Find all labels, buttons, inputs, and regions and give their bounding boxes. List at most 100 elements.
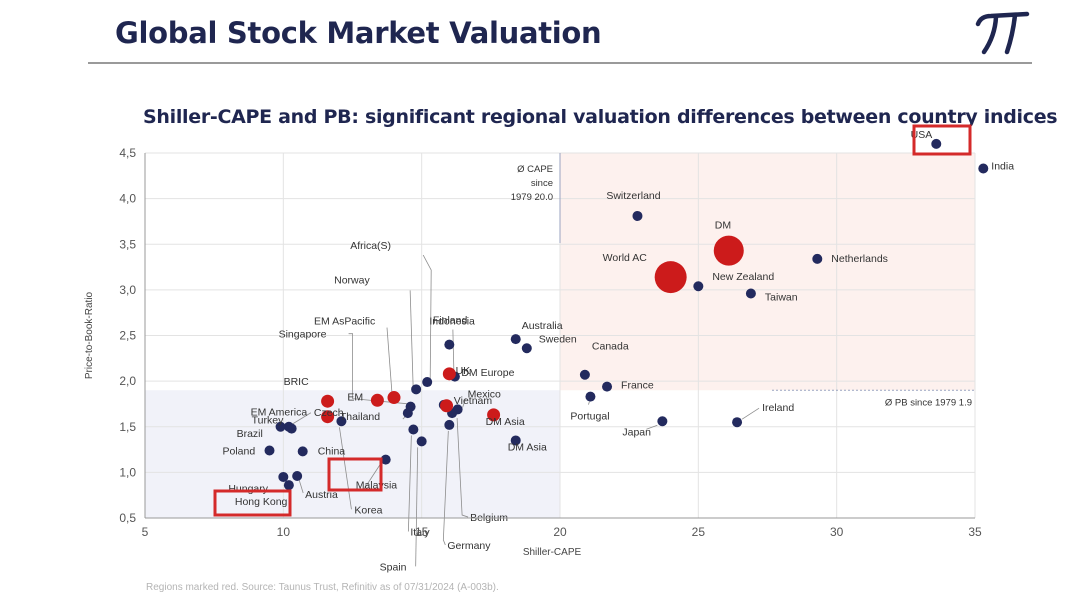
- point-australia: [510, 334, 521, 345]
- chart-title: Shiller-CAPE and PB: significant regiona…: [143, 106, 1058, 128]
- leader-line: [442, 430, 449, 546]
- y-tick-label: 3,5: [119, 237, 136, 251]
- point-japan: [657, 416, 668, 427]
- point-hungary: [278, 471, 289, 482]
- page-title: Global Stock Market Valuation: [115, 16, 602, 50]
- label-finland: Finland: [433, 315, 468, 327]
- point-france: [602, 381, 613, 392]
- pb-average-label: Ø PB since 1979 1.9: [885, 397, 972, 408]
- label-switzerland: Switzerland: [606, 190, 660, 202]
- label-ireland: Ireland: [762, 402, 794, 414]
- highlight-box-korea: [327, 457, 383, 492]
- y-axis-label: Price-to-Book-Ratio: [84, 291, 95, 379]
- leader-line: [456, 418, 469, 518]
- cape-average-label: 1979 20.0: [511, 192, 553, 203]
- point-world-ac: [654, 261, 687, 294]
- x-tick-label: 15: [415, 525, 429, 539]
- y-tick-label: 1,0: [119, 465, 136, 479]
- point-china: [297, 446, 308, 457]
- label-em-aspacific: EM AsPacific: [314, 316, 375, 328]
- label-turkey: Turkey: [252, 415, 284, 427]
- label-japan: Japan: [622, 426, 651, 438]
- point-poland: [264, 445, 275, 456]
- point-korea: [336, 416, 347, 427]
- point-canada: [579, 369, 590, 380]
- x-axis-label: Shiller-CAPE: [523, 547, 582, 558]
- point-india: [978, 163, 989, 174]
- label-mexico: Mexico: [468, 388, 501, 400]
- label-dm-asia: DM Asia: [508, 441, 547, 453]
- point-netherlands: [812, 253, 823, 264]
- x-tick-label: 5: [142, 525, 149, 539]
- leader-line: [588, 401, 590, 405]
- label-canada: Canada: [592, 341, 629, 353]
- y-tick-label: 0,5: [119, 511, 136, 525]
- label-italy: Italy: [410, 526, 430, 538]
- label-hungary: Hungary: [228, 483, 268, 495]
- pi-logo-icon: [975, 11, 1030, 55]
- label-usa: USA: [911, 129, 933, 141]
- point-brazil: [275, 421, 286, 432]
- leader-line: [741, 407, 760, 420]
- point-germany: [444, 419, 455, 430]
- leader-line: [452, 329, 455, 372]
- x-tick-label: 20: [553, 525, 567, 539]
- y-tick-label: 4,5: [119, 146, 136, 160]
- label-india: India: [991, 161, 1014, 173]
- point-em-america: [321, 410, 335, 424]
- leader-line: [298, 479, 304, 494]
- leader-line: [646, 424, 658, 430]
- point-dm: [713, 235, 744, 266]
- footnote: Regions marked red. Source: Taunus Trust…: [146, 582, 499, 593]
- point-spain: [416, 436, 427, 447]
- point-new-zealand: [693, 281, 704, 292]
- point-em-aspacific: [387, 391, 401, 405]
- point-indonesia: [444, 339, 455, 350]
- point-em: [370, 393, 384, 407]
- label-germany: Germany: [447, 540, 491, 552]
- x-tick-label: 10: [277, 525, 291, 539]
- y-tick-label: 2,5: [119, 329, 136, 343]
- label-brazil: Brazil: [237, 428, 263, 440]
- point-usa: [931, 138, 942, 149]
- leader-line: [409, 290, 414, 387]
- expensive-quadrant: [560, 153, 975, 391]
- label-new-zealand: New Zealand: [712, 271, 774, 283]
- label-spain: Spain: [380, 561, 407, 573]
- highlight-box-usa: [912, 124, 972, 156]
- title-divider: [88, 62, 1032, 64]
- point-turkey: [286, 423, 297, 434]
- x-tick-label: 30: [830, 525, 844, 539]
- point-norway: [411, 384, 422, 395]
- y-tick-label: 3,0: [119, 283, 136, 297]
- point-bric: [321, 394, 335, 408]
- label-indonesia: Indonesia: [429, 316, 475, 328]
- leader-line: [422, 254, 432, 380]
- point-switzerland: [632, 210, 643, 221]
- label-vietnam: Vietnam: [454, 395, 493, 407]
- label-austria: Austria: [305, 489, 338, 501]
- point-sweden: [521, 343, 532, 354]
- label-thailand: Thailand: [340, 411, 380, 423]
- point-dm-asia: [510, 435, 521, 446]
- label-taiwan: Taiwan: [765, 292, 798, 304]
- label-em: EM: [347, 391, 363, 403]
- label-dm-asia: DM Asia: [486, 416, 525, 428]
- point-dm-asia: [487, 408, 501, 422]
- leader-line: [363, 463, 382, 490]
- leader-line: [415, 447, 419, 567]
- point-hong-kong: [283, 480, 294, 491]
- leader-line: [292, 412, 312, 425]
- label-poland: Poland: [223, 445, 256, 457]
- label-em-america: EM America: [251, 407, 308, 419]
- label-france: France: [621, 380, 654, 392]
- cape-average-label: since: [531, 178, 553, 189]
- y-tick-label: 4,0: [119, 192, 136, 206]
- leader-line: [339, 427, 352, 510]
- point-malaysia: [380, 454, 391, 465]
- cheap-quadrant: [145, 390, 560, 518]
- point-taiwan: [745, 288, 756, 299]
- cape-average-label: Ø CAPE: [517, 164, 553, 175]
- point-ireland: [732, 417, 743, 428]
- label-norway: Norway: [334, 274, 370, 286]
